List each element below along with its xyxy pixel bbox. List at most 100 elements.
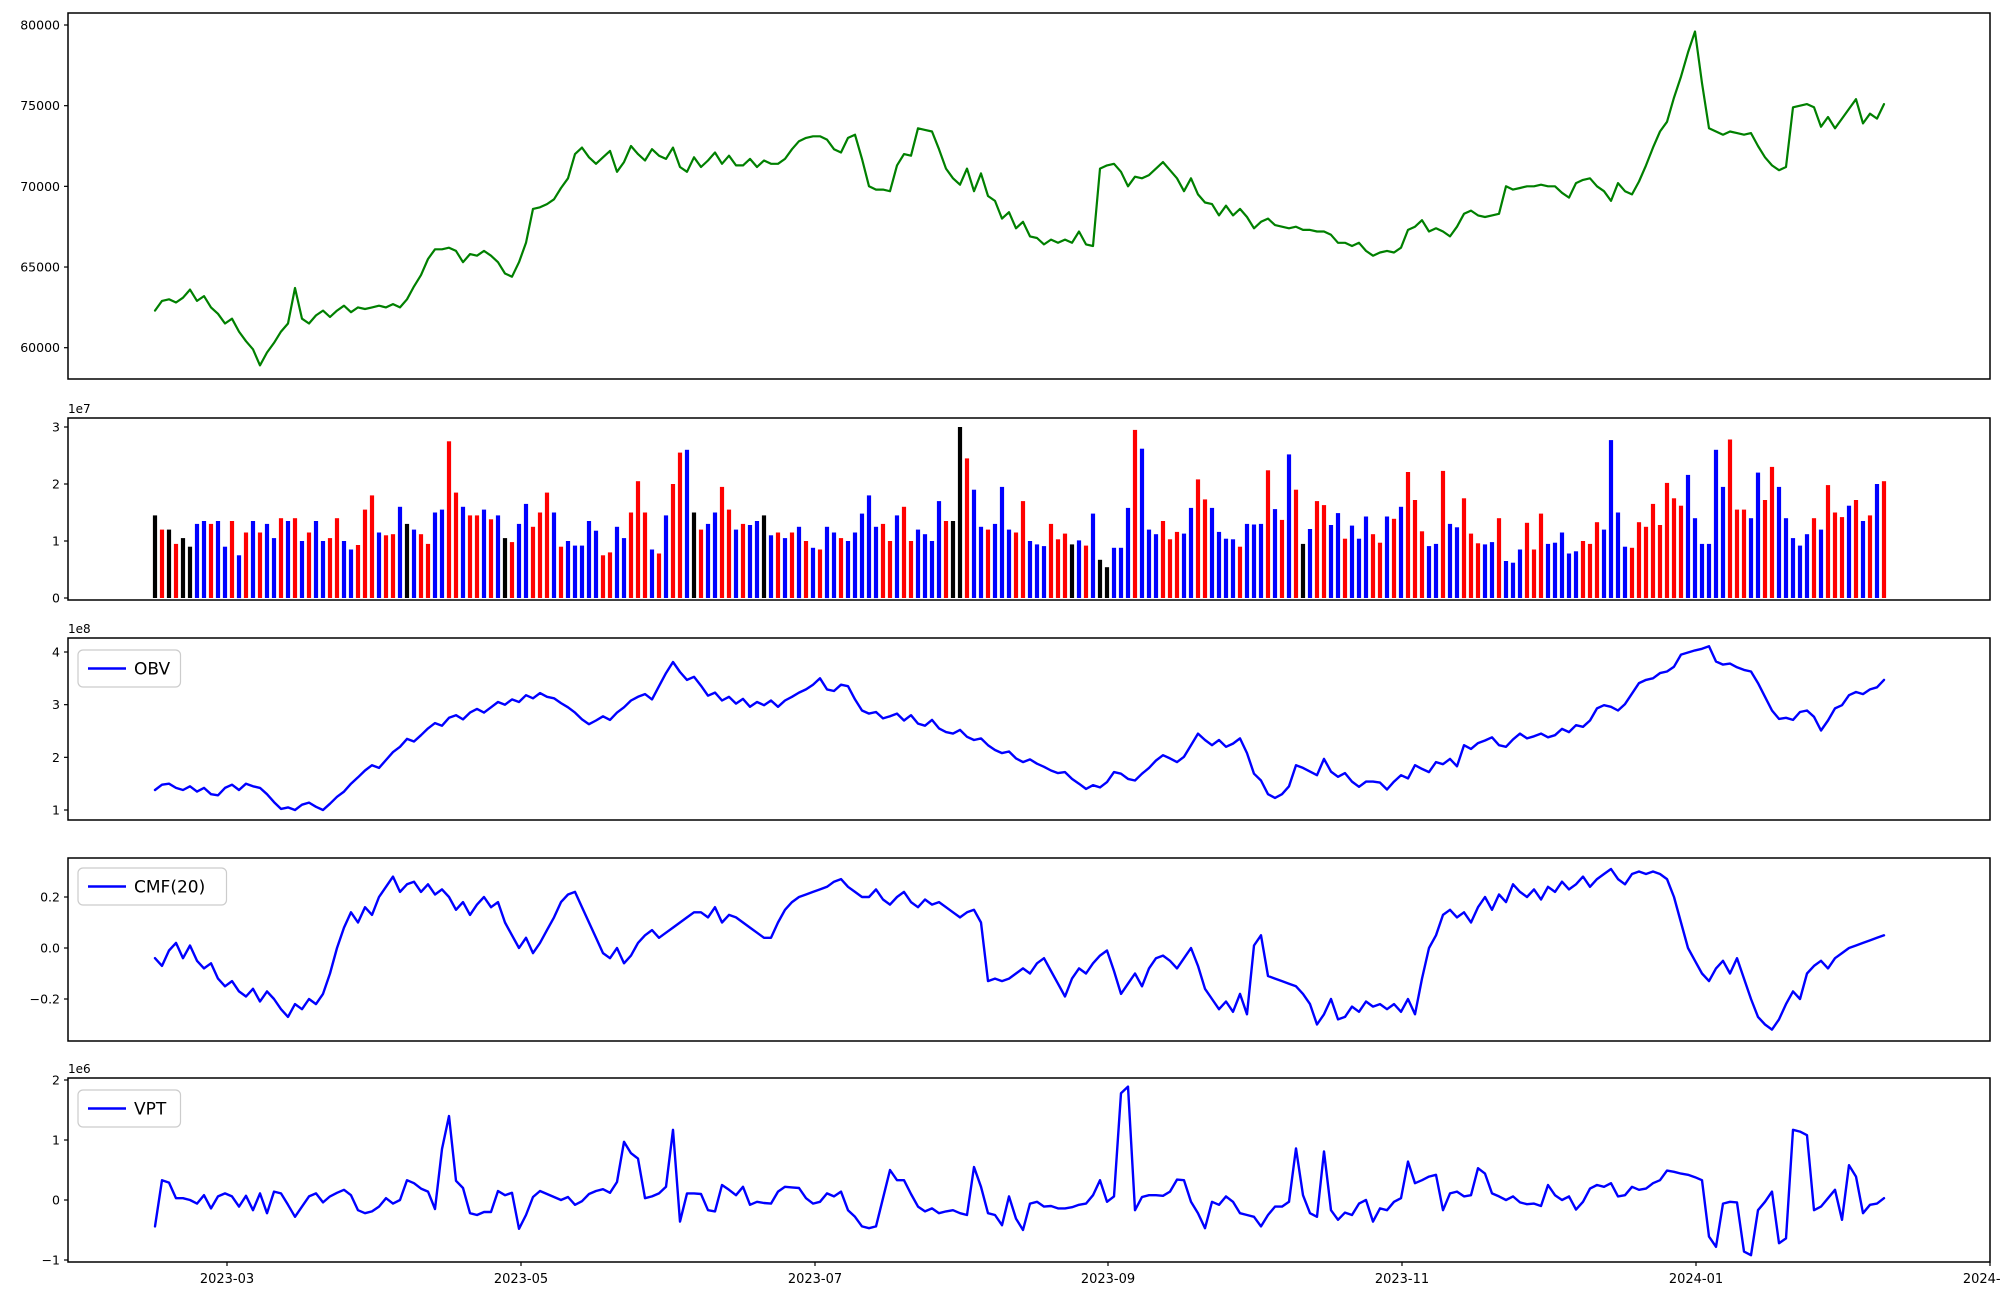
- volume-bar: [1174, 531, 1180, 598]
- volume-bar: [474, 515, 480, 598]
- volume-bar: [278, 518, 284, 598]
- volume-bar: [579, 545, 585, 598]
- volume-bar: [1755, 472, 1761, 598]
- volume-bar: [1139, 448, 1145, 598]
- volume-bar: [1783, 518, 1789, 598]
- volume-bar: [1531, 549, 1537, 598]
- volume-bar: [1160, 521, 1166, 598]
- volume-bar: [698, 529, 704, 598]
- volume-bar: [1769, 466, 1775, 598]
- volume-bar: [1692, 518, 1698, 598]
- volume-bar: [460, 506, 466, 598]
- volume-bar: [1874, 484, 1880, 598]
- volume-bar: [1027, 541, 1033, 598]
- volume-bar: [1636, 522, 1642, 598]
- volume-bar: [1797, 545, 1803, 598]
- volume-bar: [565, 541, 571, 598]
- volume-bar: [369, 495, 375, 598]
- volume-bar: [411, 529, 417, 598]
- volume-bar: [992, 523, 998, 598]
- volume-bar: [397, 506, 403, 598]
- vpt-line: [153, 1085, 1886, 1257]
- vpt-offset-label: 1e6: [68, 1062, 91, 1076]
- volume-bar: [250, 521, 256, 598]
- volume-bar: [1209, 507, 1215, 598]
- volume-bar: [1594, 522, 1600, 598]
- volume-bar: [1748, 518, 1754, 598]
- volume-bar: [1489, 542, 1495, 598]
- volume-bar: [1587, 543, 1593, 598]
- volume-bar: [208, 523, 214, 598]
- volume-bar: [1461, 498, 1467, 599]
- volume-bar: [1867, 515, 1873, 598]
- volume-bar: [1237, 546, 1243, 598]
- volume-bar: [530, 526, 536, 599]
- volume-bar: [957, 427, 963, 598]
- volume-bar: [1601, 529, 1607, 598]
- price-y-tick-label: 65000: [20, 260, 60, 275]
- volume-offset-label: 1e7: [68, 402, 91, 416]
- volume-bar: [222, 546, 228, 598]
- volume-bar: [796, 526, 802, 599]
- volume-bar: [320, 541, 326, 598]
- volume-bar: [1804, 534, 1810, 598]
- volume-bar: [1881, 481, 1887, 598]
- volume-bar: [684, 449, 690, 598]
- obv-y-tick-label: 2: [52, 750, 60, 765]
- volume-bar: [1230, 539, 1236, 598]
- volume-bar: [1608, 440, 1614, 598]
- volume-bar: [1524, 522, 1530, 598]
- volume-bar: [1314, 501, 1320, 598]
- volume-bar: [1622, 546, 1628, 598]
- volume-bar: [1111, 547, 1117, 598]
- volume-bar: [978, 526, 984, 599]
- volume-bar: [719, 486, 725, 598]
- volume-bar: [1790, 538, 1796, 598]
- volume-bar: [1097, 559, 1103, 598]
- volume-bar: [1825, 485, 1831, 598]
- legend-vpt: VPT: [77, 1089, 182, 1128]
- volume-bar: [1811, 518, 1817, 598]
- volume-bar: [1006, 529, 1012, 598]
- volume-bar: [803, 541, 809, 598]
- volume-bar: [1321, 505, 1327, 598]
- volume-bar: [1664, 482, 1670, 598]
- volume-bar: [271, 538, 277, 598]
- volume-bar: [1125, 507, 1131, 598]
- volume-bar: [1741, 509, 1747, 598]
- volume-bar: [628, 512, 634, 598]
- volume-bar: [1377, 542, 1383, 598]
- volume-bar: [908, 541, 914, 598]
- volume-bar: [313, 521, 319, 598]
- volume-bar: [1776, 486, 1782, 598]
- volume-bar: [1482, 544, 1488, 598]
- volume-bar: [789, 532, 795, 598]
- price-y-tick-label: 80000: [20, 18, 60, 33]
- volume-bar: [887, 541, 893, 598]
- volume-bar: [1468, 533, 1474, 598]
- x-tick-label: 2023-03: [200, 1272, 254, 1287]
- volume-bar: [1853, 500, 1859, 598]
- volume-bar: [1517, 549, 1523, 598]
- obv-y-tick-label: 1: [52, 803, 60, 818]
- price-y-tick-label: 75000: [20, 98, 60, 113]
- cmf-y-tick-label: 0.2: [40, 890, 60, 905]
- volume-bar: [1818, 529, 1824, 598]
- volume-bar: [558, 546, 564, 598]
- vpt-y-tick-label: 1: [52, 1133, 60, 1148]
- volume-bar: [1202, 499, 1208, 598]
- volume-bar: [383, 535, 389, 598]
- volume-bar: [173, 543, 179, 598]
- volume-bar: [1839, 517, 1845, 598]
- volume-bar: [1349, 525, 1355, 598]
- volume-bar: [516, 523, 522, 598]
- volume-bar: [264, 523, 270, 598]
- volume-bar: [873, 526, 879, 599]
- price-line: [153, 30, 1886, 367]
- volume-bar: [166, 529, 172, 598]
- volume-bar: [985, 529, 991, 598]
- vpt-y-tick-label: 0: [52, 1193, 60, 1208]
- volume-bar: [614, 526, 620, 599]
